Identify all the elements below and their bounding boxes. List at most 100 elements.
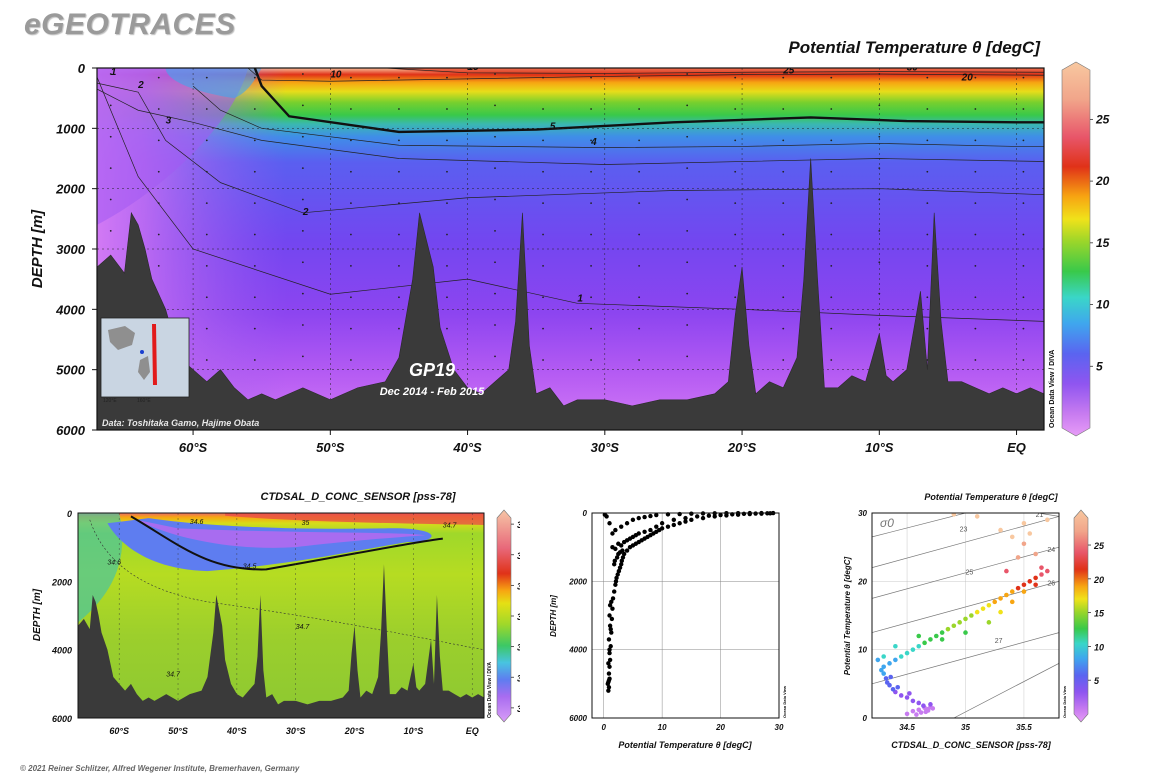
y-tick-label: 4000 (568, 646, 587, 655)
ts-point (907, 691, 912, 696)
station-point (878, 104, 881, 107)
x-axis-label: Potential Temperature θ [degC] (618, 740, 752, 750)
colorbar-tick-label: 5 (1096, 359, 1103, 373)
ts-point (898, 693, 904, 698)
station-point (686, 324, 689, 326)
y-tick-label: 6000 (569, 714, 587, 723)
station-point (398, 170, 400, 173)
southern-fresh-water (78, 513, 123, 623)
profile-point (665, 524, 671, 529)
profile-point (615, 572, 620, 577)
profile-point (712, 514, 717, 519)
profile-point (718, 512, 723, 518)
profile-point (607, 664, 612, 669)
station-point (686, 135, 689, 138)
station-point (350, 108, 352, 110)
main-chart-title: Potential Temperature θ [degC] (788, 38, 1040, 57)
copyright-footer: © 2021 Reiner Schlitzer, Alfred Wegener … (20, 764, 300, 773)
profile-point (689, 517, 694, 523)
ts-point (951, 513, 957, 517)
station-point (350, 139, 352, 142)
contour-label: 34.7 (443, 523, 458, 530)
contour-label: 1 (111, 67, 117, 78)
station-point (974, 139, 977, 142)
salinity-title: CTDSAL_D_CONC_SENSOR [pss-78] (261, 491, 456, 503)
station-point (109, 198, 112, 201)
profile-point (606, 688, 611, 693)
contour-label: 34.5 (243, 564, 257, 571)
station-point (974, 233, 977, 236)
station-point (926, 296, 929, 299)
station-point (542, 264, 544, 267)
station-point (205, 359, 208, 361)
colorbar-tick-label: 34.5 (517, 673, 520, 683)
contour-15 (385, 68, 1044, 74)
contour-label: 34.6 (107, 559, 121, 566)
station-point (782, 202, 785, 205)
station-point (301, 324, 304, 326)
x-axis-label: CTDSAL_D_CONC_SENSOR [pss-78] (891, 740, 1052, 750)
ts-point (879, 667, 884, 673)
station-point (446, 76, 448, 79)
station-point (350, 296, 352, 299)
station-point (446, 264, 448, 267)
station-point (782, 233, 785, 236)
colorbar-tick-label: 35.5 (517, 551, 520, 561)
station-point (398, 108, 400, 110)
station-point (398, 296, 400, 299)
ts-point (963, 616, 968, 622)
inset-cruise-track (152, 323, 157, 386)
ts-diagram-chart: 21 23 24 25 26 27 σ0 34.5 35 35.5 0 10 20 30 Potential… (843, 492, 1105, 750)
station-point (926, 233, 929, 236)
y-tick-label: 1000 (56, 121, 86, 136)
station-point (398, 76, 400, 79)
density-isoline (872, 546, 1059, 599)
station-point (205, 76, 208, 79)
station-point (782, 108, 785, 110)
profile-point (619, 558, 625, 564)
profile-point (636, 515, 641, 521)
profile-point (642, 514, 647, 520)
station-point (446, 327, 448, 330)
profile-point (608, 626, 613, 632)
inset-station-dot (140, 350, 144, 354)
section-label: GP19 (409, 360, 455, 380)
ts-point (974, 609, 980, 615)
profile-point (612, 562, 617, 567)
ts-point (980, 606, 986, 611)
station-point (638, 108, 641, 110)
profile-point (659, 521, 665, 526)
contour-4 (192, 85, 1044, 148)
station-point (301, 198, 304, 201)
ts-point (893, 643, 898, 649)
ts-point (1045, 568, 1050, 574)
station-point (301, 104, 304, 107)
colorbar-tick-label: 34.25 (517, 704, 520, 714)
profile-point (689, 511, 694, 516)
ts-point (963, 630, 968, 635)
x-tick-label: 10°S (404, 726, 424, 736)
caption: Ocean Data View (782, 685, 787, 718)
density-symbol: σ0 (880, 516, 894, 530)
ts-point (890, 687, 896, 692)
station-point (590, 139, 592, 142)
profile-point (620, 548, 625, 553)
inset-lat-label: 60° (89, 374, 97, 380)
brand-logo: eGEOTRACES (24, 8, 236, 41)
contour-34-5 (130, 515, 443, 571)
station-point (782, 296, 785, 299)
station-point (494, 167, 496, 170)
contour-label: 25 (782, 65, 795, 76)
station-point (253, 359, 256, 361)
station-point (1022, 170, 1025, 173)
y-tick-label: 3000 (56, 242, 86, 257)
station-point (109, 135, 112, 138)
ts-point (916, 633, 922, 639)
salinity-field-group: 34.6 35 34.7 34.6 34.5 34.7 34.7 (78, 513, 484, 718)
ts-point (910, 647, 916, 652)
station-point (734, 264, 737, 267)
colorbar-tick-label: 35.75 (517, 520, 520, 530)
profile-point (613, 527, 618, 533)
station-point (734, 233, 737, 236)
x-tick-label: 30°S (591, 440, 620, 455)
